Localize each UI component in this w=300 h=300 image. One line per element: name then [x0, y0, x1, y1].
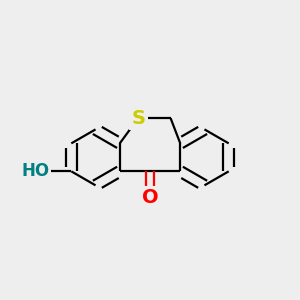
- Text: S: S: [131, 109, 145, 128]
- Text: HO: HO: [21, 162, 49, 180]
- Text: O: O: [142, 188, 158, 207]
